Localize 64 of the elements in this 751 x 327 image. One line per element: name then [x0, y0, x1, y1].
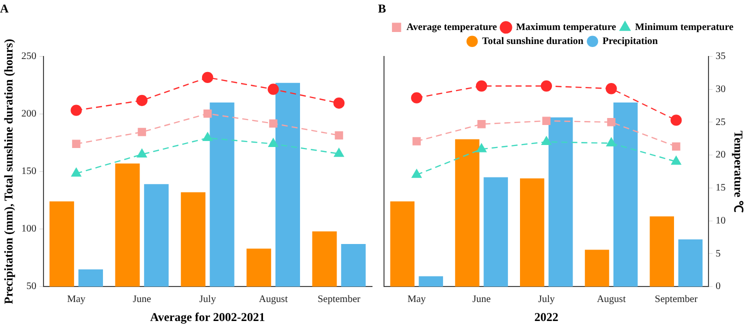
point	[606, 138, 616, 146]
y-tick-label: 200	[21, 108, 36, 120]
point	[202, 132, 213, 142]
y2-axis-title: Temperature ℃	[732, 130, 746, 212]
point	[476, 144, 486, 152]
x-tick-label: September	[654, 294, 698, 306]
y-tick-label: 50	[26, 281, 36, 292]
point	[138, 128, 146, 136]
point	[136, 148, 147, 158]
legend-label: Maximum temperature	[516, 22, 617, 33]
chart-title: B	[378, 1, 386, 16]
x-tick-label: September	[318, 294, 362, 306]
point	[72, 140, 80, 148]
point	[477, 120, 486, 128]
point	[333, 98, 345, 109]
point	[606, 83, 617, 94]
x-axis-title: Average for 2002-2021	[150, 310, 266, 324]
x-tick-label: August	[258, 294, 288, 306]
y2-tick-label: 10	[716, 215, 726, 226]
point	[203, 109, 212, 118]
point	[411, 92, 422, 104]
y-tick-label: 150	[21, 166, 36, 178]
point	[202, 72, 214, 84]
point	[412, 137, 421, 146]
y2-tick-label: 30	[716, 84, 726, 95]
point	[541, 136, 552, 146]
x-tick-label: May	[67, 294, 86, 306]
point	[412, 169, 422, 178]
point	[540, 80, 552, 92]
x-axis-title: 2022	[534, 310, 558, 324]
x-tick-label: May	[407, 294, 426, 306]
chart-title: A	[0, 1, 9, 16]
point	[672, 142, 680, 151]
point	[268, 84, 279, 95]
point	[136, 94, 148, 106]
y-tick-label: 100	[21, 224, 36, 235]
y2-tick-label: 35	[716, 51, 726, 62]
y-axis-title: Precipitation (mm), Total sunshine duration (hours)	[1, 38, 16, 304]
y-tick-label: 250	[21, 51, 36, 62]
x-tick-label: July	[538, 294, 555, 306]
x-tick-label: July	[199, 294, 216, 306]
point	[542, 116, 551, 125]
x-tick-label: August	[596, 294, 626, 306]
point	[70, 104, 82, 116]
y2-tick-label: 15	[716, 182, 726, 194]
y2-tick-label: 25	[716, 116, 726, 128]
point	[268, 138, 278, 147]
y2-tick-label: 5	[716, 248, 721, 260]
y2-tick-label: 20	[716, 150, 726, 161]
point	[476, 80, 488, 92]
point	[670, 114, 682, 126]
y2-tick-label: 0	[716, 281, 721, 292]
point	[334, 131, 344, 140]
point	[671, 156, 682, 165]
legend-label: Precipitation	[602, 36, 658, 47]
point	[71, 168, 82, 177]
legend-label: Minimum temperature	[635, 22, 734, 33]
legend-label: Average temperature	[406, 22, 498, 33]
point	[334, 148, 344, 157]
point	[607, 118, 616, 126]
x-tick-label: June	[472, 294, 492, 306]
legend-label: Total sunshine duration	[482, 36, 584, 47]
x-tick-label: June	[132, 294, 152, 306]
point	[269, 119, 278, 128]
